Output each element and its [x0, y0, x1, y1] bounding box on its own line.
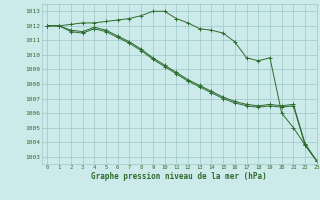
X-axis label: Graphe pression niveau de la mer (hPa): Graphe pression niveau de la mer (hPa)	[91, 172, 267, 181]
